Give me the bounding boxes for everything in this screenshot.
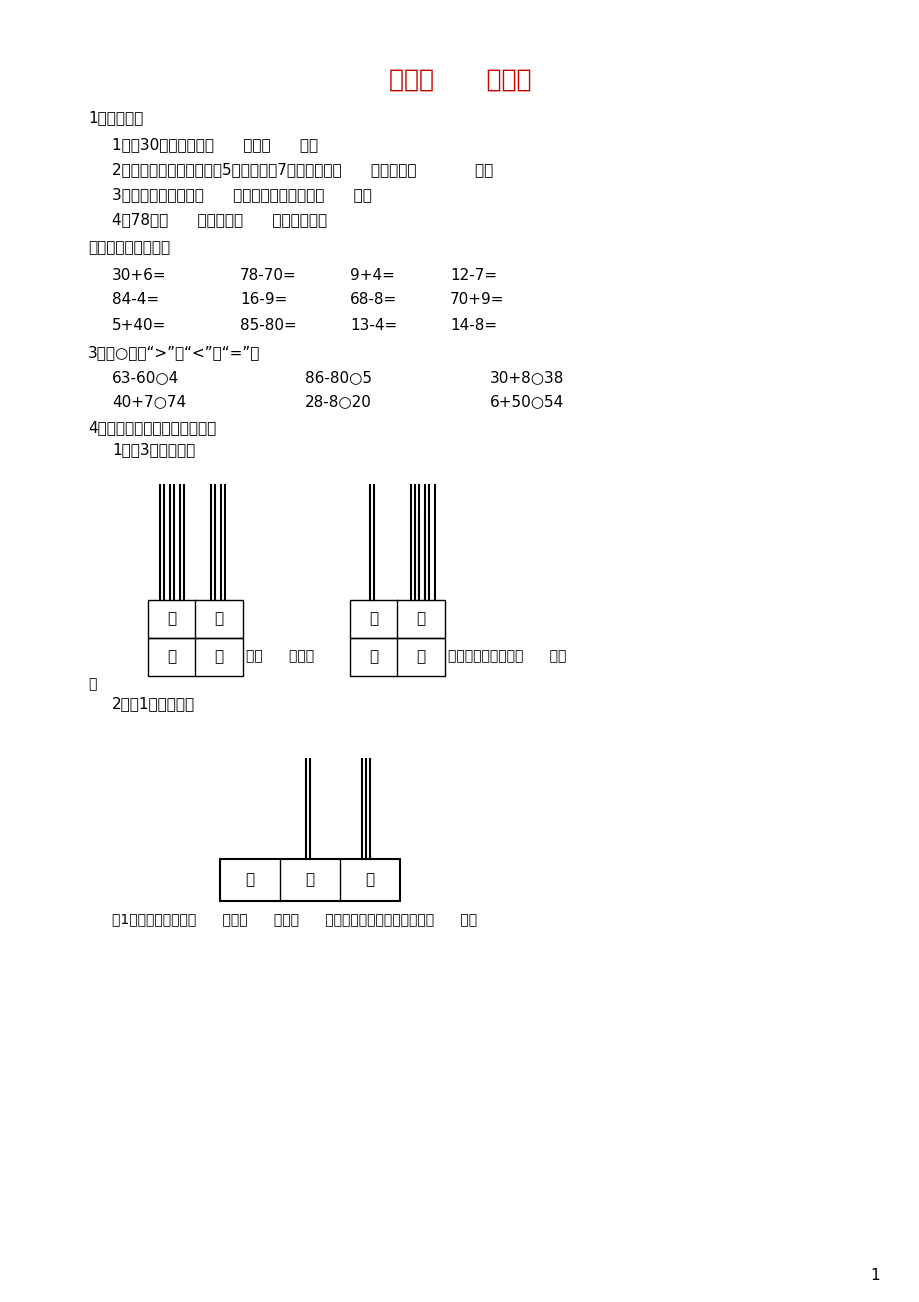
Text: 个: 个: [416, 650, 425, 664]
Text: 12-7=: 12-7=: [449, 267, 496, 283]
Bar: [349, 600, 445, 638]
Bar: [220, 859, 400, 901]
Bar: [148, 600, 243, 638]
Text: 百: 百: [245, 872, 255, 888]
Text: 1: 1: [869, 1268, 879, 1282]
Text: 个: 个: [214, 612, 223, 626]
Text: 13-4=: 13-4=: [349, 318, 397, 332]
Text: 30+6=: 30+6=: [112, 267, 166, 283]
Text: ），其中最大的是（      ），: ），其中最大的是（ ），: [448, 648, 566, 663]
Bar: [148, 638, 243, 676]
Text: 3、最小的两位数是（      ），最大的两位数是（      ）。: 3、最小的两位数是（ ），最大的两位数是（ ）。: [112, 187, 371, 203]
Text: 个: 个: [365, 872, 374, 888]
Text: 1、用3棵珠子摆。: 1、用3棵珠子摆。: [112, 443, 195, 457]
Text: 用1颗珠子摆的数有（      ）、（      ）、（      ），最大的数比最小的数多（      ）。: 用1颗珠子摆的数有（ ）、（ ）、（ ），最大的数比最小的数多（ ）。: [112, 911, 477, 926]
Text: 86-80○5: 86-80○5: [305, 371, 371, 385]
Text: 9+4=: 9+4=: [349, 267, 394, 283]
Text: 1、填一填。: 1、填一填。: [88, 111, 143, 125]
Text: 85-80=: 85-80=: [240, 318, 297, 332]
Text: 3、在○里填“>”、“<”或“=”。: 3、在○里填“>”、“<”或“=”。: [88, 345, 260, 361]
Text: 5+40=: 5+40=: [112, 318, 166, 332]
Text: 个: 个: [416, 612, 425, 626]
Text: 1、与30相邻的数是（      ）和（      ）。: 1、与30相邻的数是（ ）和（ ）。: [112, 138, 318, 152]
Text: 30+8○38: 30+8○38: [490, 371, 563, 385]
Text: 最: 最: [88, 677, 96, 691]
Text: 2、一个两位数，十位上是5，个位上是7，这个数是（      ），读作（            ）。: 2、一个两位数，十位上是5，个位上是7，这个数是（ ），读作（ ）。: [112, 163, 493, 177]
Text: 4、摆一摆，画一画，填一填。: 4、摆一摆，画一画，填一填。: [88, 421, 216, 435]
Text: 84-4=: 84-4=: [112, 293, 159, 307]
Text: 个: 个: [214, 650, 223, 664]
Text: 十: 十: [167, 612, 176, 626]
Text: 摆一摆      想一想: 摆一摆 想一想: [389, 68, 530, 92]
Text: 二、直接写出得数。: 二、直接写出得数。: [88, 241, 170, 255]
Text: 可（      ）、（: 可（ ）、（: [245, 648, 313, 663]
Text: 78-70=: 78-70=: [240, 267, 297, 283]
Text: 16-9=: 16-9=: [240, 293, 287, 307]
Text: 十: 十: [305, 872, 314, 888]
Bar: [349, 638, 445, 676]
Text: 6+50○54: 6+50○54: [490, 395, 563, 410]
Text: 十: 十: [369, 612, 378, 626]
Text: 十: 十: [369, 650, 378, 664]
Text: 70+9=: 70+9=: [449, 293, 504, 307]
Text: 2、用1颗珠子摆。: 2、用1颗珠子摆。: [112, 697, 195, 711]
Text: 40+7○74: 40+7○74: [112, 395, 186, 410]
Text: 68-8=: 68-8=: [349, 293, 397, 307]
Text: 4、78由（      ）个十和（      ）个一组成。: 4、78由（ ）个十和（ ）个一组成。: [112, 212, 327, 228]
Text: 28-8○20: 28-8○20: [305, 395, 371, 410]
Text: 14-8=: 14-8=: [449, 318, 496, 332]
Text: 63-60○4: 63-60○4: [112, 371, 179, 385]
Text: 十: 十: [167, 650, 176, 664]
